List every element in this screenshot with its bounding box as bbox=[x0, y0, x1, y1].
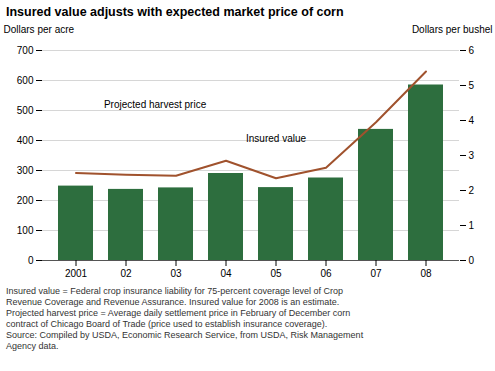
html-text:Insured value adjusts with exp: Insured value adjusts with expected mark… bbox=[6, 5, 344, 19]
svg-text:700: 700 bbox=[17, 45, 34, 56]
svg-text:4: 4 bbox=[469, 115, 475, 126]
svg-text:300: 300 bbox=[17, 165, 34, 176]
html-text:Agency data.: Agency data. bbox=[6, 341, 59, 351]
html-text:Revenue Coverage and Revenue A: Revenue Coverage and Revenue Assurance. … bbox=[6, 297, 340, 307]
svg-text:600: 600 bbox=[17, 75, 34, 86]
svg-text:0: 0 bbox=[469, 255, 475, 266]
svg-text:2: 2 bbox=[469, 185, 475, 196]
svg-text:100: 100 bbox=[17, 225, 34, 236]
svg-text:400: 400 bbox=[17, 135, 34, 146]
svg-text:6: 6 bbox=[469, 45, 475, 56]
svg-text:500: 500 bbox=[17, 105, 34, 116]
svg-text:07: 07 bbox=[370, 268, 382, 279]
html-text:Source: Compiled by USDA, Econ: Source: Compiled by USDA, Economic Resea… bbox=[6, 330, 364, 340]
svg-text:02: 02 bbox=[120, 268, 132, 279]
svg-text:3: 3 bbox=[469, 150, 475, 161]
svg-text:Projected harvest price: Projected harvest price bbox=[104, 99, 207, 110]
svg-text:5: 5 bbox=[469, 80, 475, 91]
svg-text:04: 04 bbox=[220, 268, 232, 279]
html-text:Projected harvest price = Aver: Projected harvest price = Average daily … bbox=[6, 308, 351, 318]
svg-text:06: 06 bbox=[320, 268, 332, 279]
svg-text:2001: 2001 bbox=[65, 268, 88, 279]
html-text:Insured value = Federal crop i: Insured value = Federal crop insurance l… bbox=[6, 286, 343, 296]
svg-text:05: 05 bbox=[270, 268, 282, 279]
svg-text:03: 03 bbox=[170, 268, 182, 279]
html-text:contract of Chicago Board of T: contract of Chicago Board of Trade (pric… bbox=[6, 319, 328, 329]
svg-text:1: 1 bbox=[469, 220, 475, 231]
svg-text:Insured value: Insured value bbox=[246, 133, 306, 144]
svg-text:Dollars per bushel: Dollars per bushel bbox=[412, 24, 493, 35]
svg-text:08: 08 bbox=[420, 268, 432, 279]
svg-text:200: 200 bbox=[17, 195, 34, 206]
svg-text:0: 0 bbox=[28, 255, 34, 266]
svg-text:Dollars per acre: Dollars per acre bbox=[4, 24, 75, 35]
